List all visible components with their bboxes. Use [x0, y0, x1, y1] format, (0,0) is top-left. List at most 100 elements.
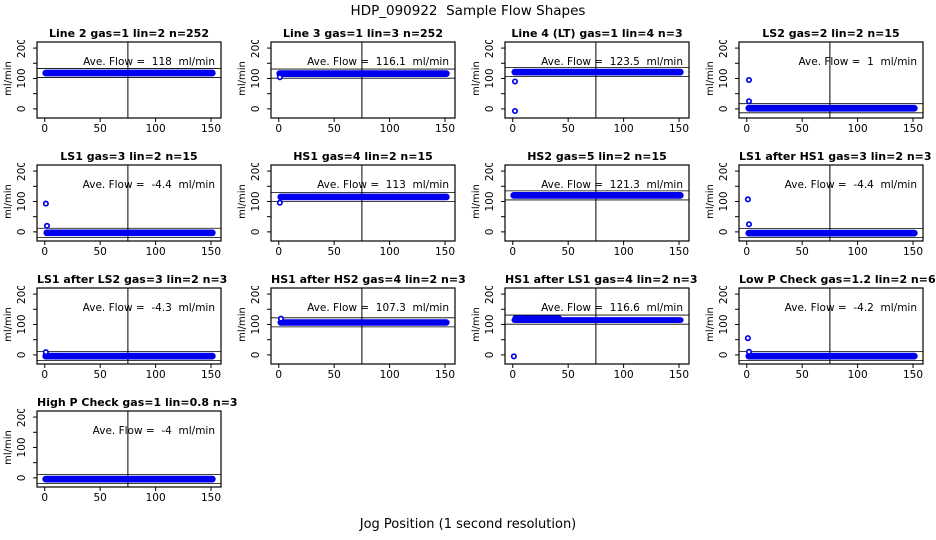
flow-data-band: [276, 70, 450, 77]
x-tick-label: 0: [41, 492, 48, 504]
subplot-canvas: Ave. Flow = 113 ml/min 0 50 100 150 0 100 200ml…: [237, 163, 456, 258]
plot-box: [504, 164, 690, 242]
subplot-canvas: Ave. Flow = 116.1 ml/min 0 50 100 150 0 100 200…: [237, 40, 456, 135]
x-tick-label: 50: [795, 246, 808, 258]
x-tick-label: 150: [669, 123, 689, 135]
x-tick-label: 0: [275, 246, 282, 258]
x-tick-label: 0: [41, 246, 48, 258]
subplot-cell: HS2 gas=5 lin=2 n=15 Ave. Flow = 121.3 ml…: [468, 147, 702, 270]
subplot-canvas: Ave. Flow = 1 ml/min 0 50 100 150 0 100 200ml/m…: [705, 40, 924, 135]
subplot-canvas: Ave. Flow = -4.4 ml/min 0 50 100 150 0 100 200m…: [705, 163, 924, 258]
subplot-cell: LS2 gas=2 lin=2 n=15 Ave. Flow = 1 ml/min…: [702, 24, 936, 147]
outlier-point: [277, 315, 285, 322]
outlier-point: [42, 349, 49, 356]
x-tick-label: 50: [327, 123, 340, 135]
subplot-title: LS1 after LS2 gas=3 lin=2 n=3: [37, 273, 228, 286]
x-tick-label: 150: [435, 123, 455, 135]
x-tick-label: 100: [146, 492, 166, 504]
y-tick-label: 0: [250, 229, 262, 236]
y-tick-label: 100: [16, 68, 28, 88]
x-tick-label: 50: [795, 123, 808, 135]
y-tick-label: 100: [250, 191, 262, 211]
x-tick-label: 150: [201, 369, 221, 381]
subplot-cell: Line 2 gas=1 lin=2 n=252 Ave. Flow = 118 …: [0, 24, 234, 147]
plot-box: [738, 287, 924, 365]
y-tick-label: 200: [16, 40, 28, 58]
x-tick-label: 0: [509, 123, 516, 135]
x-axis-title: Jog Position (1 second resolution): [359, 517, 577, 532]
x-tick-label: 50: [327, 246, 340, 258]
x-tick-label: 100: [614, 369, 634, 381]
y-tick-label: 200: [16, 409, 28, 427]
x-tick-label: 50: [327, 369, 340, 381]
y-tick-label: 0: [16, 352, 28, 359]
x-tick-label: 50: [93, 123, 106, 135]
y-tick-label: 0: [718, 106, 730, 113]
y-tick-label: 0: [718, 352, 730, 359]
flow-data-band: [511, 68, 684, 76]
y-tick-label: 200: [250, 163, 262, 181]
ave-flow-label: Ave. Flow = 113 ml/min: [317, 179, 449, 191]
x-tick-label: 50: [561, 123, 574, 135]
y-tick-label: 0: [16, 106, 28, 113]
flow-data-band-segment: [512, 315, 562, 320]
outlier-point: [43, 222, 51, 229]
y-tick-label: 100: [718, 191, 730, 211]
x-tick-label: 150: [201, 123, 221, 135]
subplot-cell: Line 3 gas=1 lin=3 n=252 Ave. Flow = 116.…: [234, 24, 468, 147]
x-tick-label: 50: [561, 369, 574, 381]
y-tick-label: 200: [250, 40, 262, 58]
outlier-point: [745, 348, 753, 355]
x-tick-label: 0: [509, 369, 516, 381]
ave-flow-label: Ave. Flow = 123.5 ml/min: [541, 56, 683, 68]
outlier-point: [42, 200, 49, 207]
subplot-canvas: Ave. Flow = -4.4 ml/min 0 50 100 150 0 100 200m…: [3, 163, 222, 258]
y-tick-label: 200: [16, 163, 28, 181]
x-tick-label: 50: [93, 369, 106, 381]
plot-box: [270, 164, 456, 242]
x-tick-label: 100: [146, 123, 166, 135]
y-axis-label: ml/min: [705, 61, 716, 96]
y-tick-label: 0: [250, 106, 262, 113]
y-tick-label: 0: [718, 229, 730, 236]
x-tick-label: 0: [41, 369, 48, 381]
y-axis-label: ml/min: [705, 184, 716, 219]
x-tick-label: 50: [561, 246, 574, 258]
y-tick-label: 100: [250, 68, 262, 88]
y-tick-label: 100: [718, 314, 730, 334]
x-tick-label: 0: [743, 123, 750, 135]
y-tick-label: 200: [718, 40, 730, 58]
flow-data-band: [43, 229, 216, 237]
x-tick-label: 100: [380, 369, 400, 381]
subplot-cell: Low P Check gas=1.2 lin=2 n=6 Ave. Flow =…: [702, 270, 936, 393]
y-tick-label: 100: [484, 191, 496, 211]
subplot-cell: LS1 after HS1 gas=3 lin=2 n=3 Ave. Flow =…: [702, 147, 936, 270]
y-tick-label: 0: [484, 106, 496, 113]
y-tick-label: 0: [16, 475, 28, 482]
y-tick-label: 200: [484, 40, 496, 58]
y-tick-label: 200: [484, 286, 496, 304]
flow-data-band: [277, 193, 450, 201]
subplot-title: HS2 gas=5 lin=2 n=15: [527, 150, 667, 163]
subplot-canvas: Ave. Flow = -4.3 ml/min 0 50 100 150 0 100 200m…: [3, 286, 222, 381]
ave-flow-label: Ave. Flow = -4.4 ml/min: [785, 179, 917, 191]
subplot-title: LS1 gas=3 lin=2 n=15: [60, 150, 198, 163]
subplot-title: Low P Check gas=1.2 lin=2 n=6: [739, 273, 936, 286]
plot-box: [36, 41, 222, 119]
y-tick-label: 200: [484, 163, 496, 181]
subplot-cell: HS1 after HS2 gas=4 lin=2 n=3 Ave. Flow =…: [234, 270, 468, 393]
y-tick-label: 200: [718, 286, 730, 304]
subplot-title: LS1 after HS1 gas=3 lin=2 n=3: [739, 150, 932, 163]
outlier-point: [744, 335, 751, 342]
y-axis-label: ml/min: [471, 61, 482, 96]
outlier-point: [510, 353, 517, 360]
y-axis-label: ml/min: [3, 184, 14, 219]
plot-box: [36, 287, 222, 365]
y-tick-label: 200: [718, 163, 730, 181]
ave-flow-label: Ave. Flow = 1 ml/min: [798, 56, 917, 68]
x-tick-label: 100: [614, 123, 634, 135]
outlier-point: [745, 98, 753, 105]
x-tick-label: 0: [743, 246, 750, 258]
x-tick-label: 100: [848, 369, 868, 381]
x-tick-label: 150: [435, 369, 455, 381]
